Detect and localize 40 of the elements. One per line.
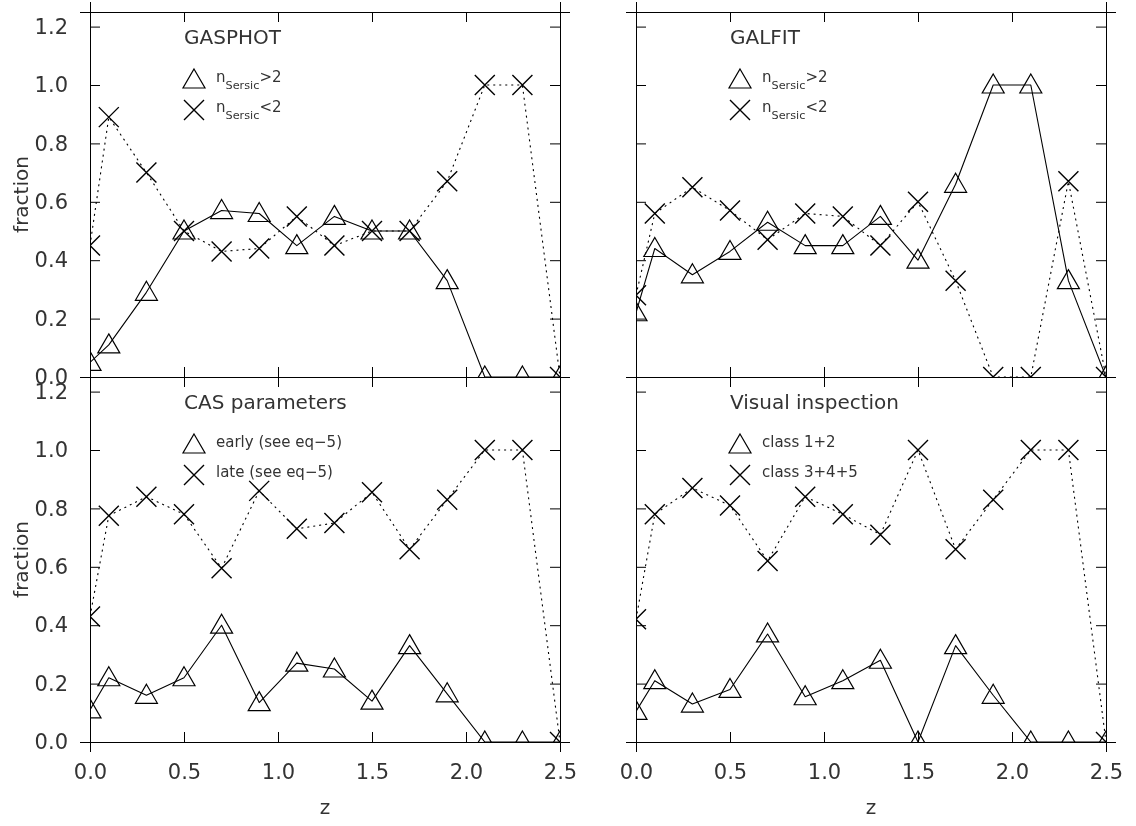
legend-label: n$_{Sersic}$>2 bbox=[216, 68, 282, 92]
y-tick-label: 0.8 bbox=[34, 131, 68, 156]
y-tick-label: 1.0 bbox=[34, 438, 68, 463]
legend-label: class 1+2 bbox=[762, 433, 836, 451]
x-tick-label: 2.5 bbox=[1089, 759, 1124, 784]
x-tick-label: 2.0 bbox=[995, 759, 1030, 784]
text: GALFIT bbox=[730, 25, 801, 49]
y-tick-label: 1.0 bbox=[34, 73, 68, 98]
text: Visual inspection bbox=[730, 390, 900, 414]
y-tick-label: 0.6 bbox=[34, 190, 68, 215]
x-tick-label: 1.0 bbox=[261, 759, 296, 784]
legend-label: n$_{Sersic}$>2 bbox=[762, 68, 828, 92]
y-axis-title: fraction bbox=[9, 521, 33, 598]
legend-label: early (see eq−5) bbox=[216, 433, 343, 451]
y-tick-label: 0.6 bbox=[34, 555, 68, 580]
y-tick-label: 0.2 bbox=[34, 306, 68, 331]
y-tick-label: 0.4 bbox=[34, 613, 68, 638]
x-tick-label: 2.5 bbox=[543, 759, 578, 784]
legend-label: late (see eq−5) bbox=[216, 463, 333, 481]
x-tick-label: 0.5 bbox=[713, 759, 748, 784]
x-tick-label: 1.5 bbox=[901, 759, 936, 784]
x-tick-label: 1.5 bbox=[355, 759, 390, 784]
y-tick-label: 0.2 bbox=[34, 671, 68, 696]
text: GASPHOT bbox=[184, 25, 282, 49]
x-tick-label: 0.0 bbox=[619, 759, 654, 784]
y-tick-label: 1.2 bbox=[34, 14, 68, 39]
x-tick-label: 2.0 bbox=[449, 759, 484, 784]
text: CAS parameters bbox=[184, 390, 347, 414]
x-tick-label: 1.0 bbox=[807, 759, 842, 784]
legend-label: n$_{Sersic}$<2 bbox=[216, 98, 282, 122]
y-tick-label: 0.8 bbox=[34, 496, 68, 521]
x-tick-label: 0.0 bbox=[73, 759, 108, 784]
x-axis-title: z bbox=[865, 795, 877, 819]
legend-label: n$_{Sersic}$<2 bbox=[762, 98, 828, 122]
y-axis-title: fraction bbox=[9, 156, 33, 233]
x-axis-title: z bbox=[319, 795, 331, 819]
y-tick-label: 0.0 bbox=[34, 730, 68, 755]
x-tick-label: 0.5 bbox=[167, 759, 202, 784]
y-tick-label: 0.4 bbox=[34, 248, 68, 273]
legend-label: class 3+4+5 bbox=[762, 463, 858, 481]
